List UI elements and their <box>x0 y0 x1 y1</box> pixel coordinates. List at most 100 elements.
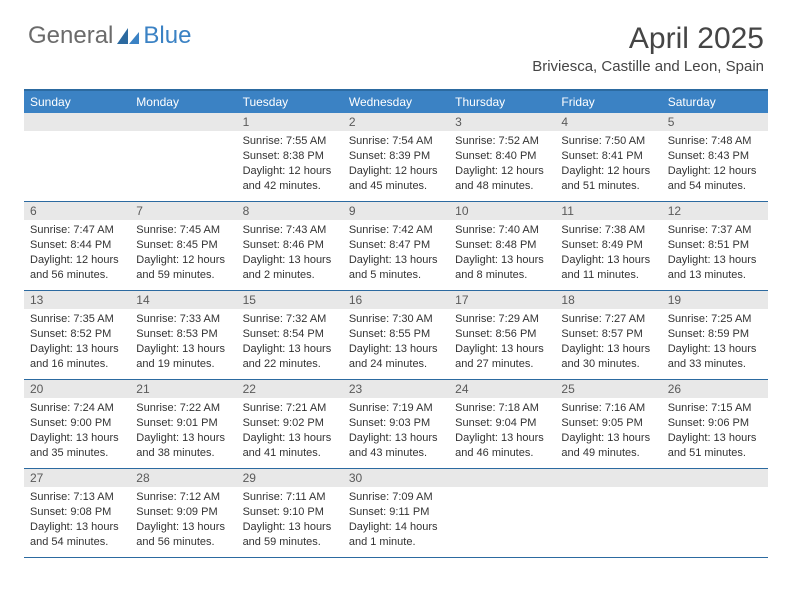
calendar-week-row: 1Sunrise: 7:55 AMSunset: 8:38 PMDaylight… <box>24 113 768 202</box>
calendar-day-cell: 5Sunrise: 7:48 AMSunset: 8:43 PMDaylight… <box>662 113 768 201</box>
day-number: 11 <box>555 202 661 220</box>
day-content: Sunrise: 7:11 AMSunset: 9:10 PMDaylight:… <box>237 487 343 553</box>
calendar-day-cell: 17Sunrise: 7:29 AMSunset: 8:56 PMDayligh… <box>449 291 555 379</box>
day-line: and 13 minutes. <box>668 268 762 283</box>
day-number: 30 <box>343 469 449 487</box>
logo-text-general: General <box>28 22 113 50</box>
day-number: 26 <box>662 380 768 398</box>
day-content: Sunrise: 7:47 AMSunset: 8:44 PMDaylight:… <box>24 220 130 286</box>
day-content: Sunrise: 7:09 AMSunset: 9:11 PMDaylight:… <box>343 487 449 553</box>
calendar-day-cell <box>662 469 768 557</box>
day-number <box>662 469 768 487</box>
day-number: 13 <box>24 291 130 309</box>
day-number: 24 <box>449 380 555 398</box>
calendar-day-cell: 4Sunrise: 7:50 AMSunset: 8:41 PMDaylight… <box>555 113 661 201</box>
day-line: Sunset: 8:39 PM <box>349 149 443 164</box>
day-number: 4 <box>555 113 661 131</box>
day-number: 6 <box>24 202 130 220</box>
day-content: Sunrise: 7:38 AMSunset: 8:49 PMDaylight:… <box>555 220 661 286</box>
calendar-day-cell: 19Sunrise: 7:25 AMSunset: 8:59 PMDayligh… <box>662 291 768 379</box>
day-line: and 19 minutes. <box>136 357 230 372</box>
day-line: Sunrise: 7:25 AM <box>668 312 762 327</box>
month-title: April 2025 <box>532 22 764 56</box>
day-number: 5 <box>662 113 768 131</box>
calendar-day-cell <box>449 469 555 557</box>
weekday-header-row: SundayMondayTuesdayWednesdayThursdayFrid… <box>24 91 768 113</box>
day-line: and 54 minutes. <box>668 179 762 194</box>
day-line: Sunrise: 7:11 AM <box>243 490 337 505</box>
day-line: Daylight: 13 hours <box>349 342 443 357</box>
day-line: Sunset: 8:46 PM <box>243 238 337 253</box>
day-number: 28 <box>130 469 236 487</box>
calendar-day-cell: 26Sunrise: 7:15 AMSunset: 9:06 PMDayligh… <box>662 380 768 468</box>
calendar: SundayMondayTuesdayWednesdayThursdayFrid… <box>24 89 768 558</box>
day-line: Sunset: 8:41 PM <box>561 149 655 164</box>
day-content: Sunrise: 7:55 AMSunset: 8:38 PMDaylight:… <box>237 131 343 197</box>
day-line: and 8 minutes. <box>455 268 549 283</box>
day-line: Sunrise: 7:29 AM <box>455 312 549 327</box>
day-line: Sunrise: 7:42 AM <box>349 223 443 238</box>
day-line: Daylight: 12 hours <box>136 253 230 268</box>
day-content: Sunrise: 7:25 AMSunset: 8:59 PMDaylight:… <box>662 309 768 375</box>
day-line: Daylight: 13 hours <box>455 253 549 268</box>
day-line: and 5 minutes. <box>349 268 443 283</box>
day-number: 9 <box>343 202 449 220</box>
calendar-day-cell <box>555 469 661 557</box>
day-number: 27 <box>24 469 130 487</box>
calendar-day-cell: 11Sunrise: 7:38 AMSunset: 8:49 PMDayligh… <box>555 202 661 290</box>
calendar-day-cell: 14Sunrise: 7:33 AMSunset: 8:53 PMDayligh… <box>130 291 236 379</box>
day-line: Daylight: 13 hours <box>30 342 124 357</box>
day-content: Sunrise: 7:21 AMSunset: 9:02 PMDaylight:… <box>237 398 343 464</box>
day-line: Sunrise: 7:18 AM <box>455 401 549 416</box>
day-number: 29 <box>237 469 343 487</box>
day-line: Daylight: 12 hours <box>243 164 337 179</box>
weekday-header: Thursday <box>449 91 555 113</box>
day-line: and 16 minutes. <box>30 357 124 372</box>
day-line: and 35 minutes. <box>30 446 124 461</box>
day-line: Daylight: 13 hours <box>668 253 762 268</box>
calendar-day-cell: 16Sunrise: 7:30 AMSunset: 8:55 PMDayligh… <box>343 291 449 379</box>
day-number: 14 <box>130 291 236 309</box>
day-content: Sunrise: 7:52 AMSunset: 8:40 PMDaylight:… <box>449 131 555 197</box>
day-line: Sunrise: 7:47 AM <box>30 223 124 238</box>
calendar-day-cell: 10Sunrise: 7:40 AMSunset: 8:48 PMDayligh… <box>449 202 555 290</box>
day-line: Daylight: 13 hours <box>136 342 230 357</box>
day-line: Sunset: 8:52 PM <box>30 327 124 342</box>
day-line: Sunset: 9:11 PM <box>349 505 443 520</box>
day-line: Sunrise: 7:30 AM <box>349 312 443 327</box>
day-line: Sunset: 8:54 PM <box>243 327 337 342</box>
day-line: Sunset: 9:03 PM <box>349 416 443 431</box>
day-line: Sunset: 8:43 PM <box>668 149 762 164</box>
day-line: and 59 minutes. <box>243 535 337 550</box>
day-line: Sunset: 8:45 PM <box>136 238 230 253</box>
day-line: and 24 minutes. <box>349 357 443 372</box>
day-number: 18 <box>555 291 661 309</box>
day-line: Sunrise: 7:15 AM <box>668 401 762 416</box>
calendar-day-cell: 23Sunrise: 7:19 AMSunset: 9:03 PMDayligh… <box>343 380 449 468</box>
day-content: Sunrise: 7:27 AMSunset: 8:57 PMDaylight:… <box>555 309 661 375</box>
day-line: and 33 minutes. <box>668 357 762 372</box>
day-content: Sunrise: 7:24 AMSunset: 9:00 PMDaylight:… <box>24 398 130 464</box>
day-number <box>24 113 130 131</box>
day-line: Daylight: 13 hours <box>30 431 124 446</box>
day-line: Sunrise: 7:37 AM <box>668 223 762 238</box>
day-line: Daylight: 13 hours <box>136 520 230 535</box>
day-line: Sunrise: 7:35 AM <box>30 312 124 327</box>
day-line: Sunrise: 7:27 AM <box>561 312 655 327</box>
day-line: and 46 minutes. <box>455 446 549 461</box>
day-content: Sunrise: 7:22 AMSunset: 9:01 PMDaylight:… <box>130 398 236 464</box>
calendar-day-cell: 22Sunrise: 7:21 AMSunset: 9:02 PMDayligh… <box>237 380 343 468</box>
calendar-day-cell: 13 Sunrise: 7:35 AMSunset: 8:52 PMDayligh… <box>24 291 130 379</box>
calendar-day-cell: 3Sunrise: 7:52 AMSunset: 8:40 PMDaylight… <box>449 113 555 201</box>
day-number: 1 <box>237 113 343 131</box>
calendar-week-row: 6Sunrise: 7:47 AMSunset: 8:44 PMDaylight… <box>24 202 768 291</box>
calendar-day-cell: 12Sunrise: 7:37 AMSunset: 8:51 PMDayligh… <box>662 202 768 290</box>
day-line: Sunrise: 7:13 AM <box>30 490 124 505</box>
day-content: Sunrise: 7:29 AMSunset: 8:56 PMDaylight:… <box>449 309 555 375</box>
day-line: Daylight: 13 hours <box>561 342 655 357</box>
logo: General Blue <box>28 22 191 50</box>
day-line: Daylight: 13 hours <box>243 520 337 535</box>
day-line: Daylight: 13 hours <box>455 431 549 446</box>
day-content: Sunrise: 7:33 AMSunset: 8:53 PMDaylight:… <box>130 309 236 375</box>
day-line: Sunrise: 7:54 AM <box>349 134 443 149</box>
